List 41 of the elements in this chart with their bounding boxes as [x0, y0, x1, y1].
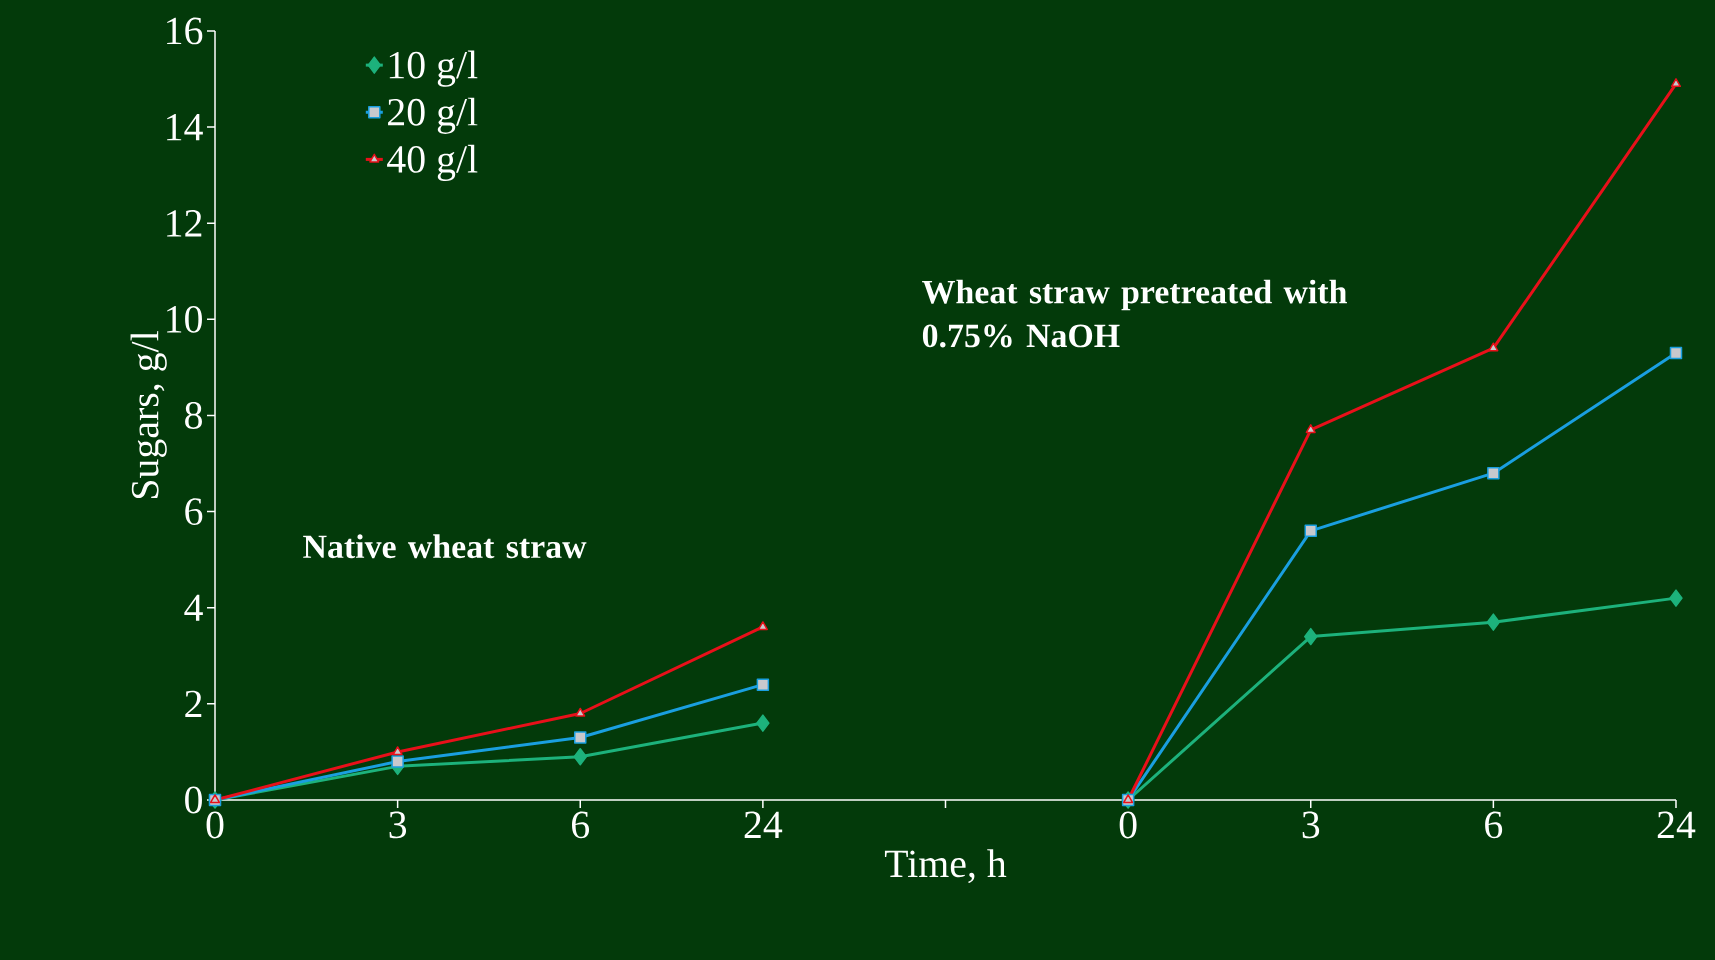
point — [1669, 589, 1683, 607]
x-tick-label: 0 — [206, 811, 224, 839]
y-tick-label: 6 — [185, 498, 203, 526]
annotation: Native wheat straw — [303, 534, 587, 559]
point — [1486, 613, 1501, 631]
y-tick-label: 12 — [167, 210, 202, 237]
point — [1305, 424, 1316, 434]
point — [756, 678, 770, 691]
y-tick-label: 4 — [184, 594, 203, 621]
x-tick-label: 0 — [1119, 811, 1137, 839]
point — [1488, 342, 1499, 352]
y-tick-label: 14 — [167, 113, 203, 141]
point — [573, 747, 587, 766]
y-tick-label: 8 — [185, 402, 202, 429]
y-tick-label: 16 — [167, 17, 203, 45]
point — [391, 755, 404, 768]
point — [1304, 627, 1318, 646]
x-axis-title: Time, h — [884, 849, 1007, 884]
x-tick-label: 3 — [1302, 811, 1320, 839]
x-tick-label: 24 — [744, 811, 783, 838]
y-tick-label: 10 — [167, 305, 202, 333]
annotation: Wheat straw pretreated with 0.75% NaOH — [922, 279, 1347, 348]
point — [574, 731, 587, 744]
point — [1670, 78, 1682, 88]
point — [1487, 466, 1500, 480]
point — [757, 621, 768, 631]
x-tick-label: 6 — [572, 811, 590, 839]
legend-label: 40 g/l — [387, 144, 478, 182]
y-tick-label: 2 — [185, 690, 202, 718]
legend-label: 10 g/l — [389, 50, 478, 87]
point — [1669, 346, 1683, 360]
y-tick-label: 0 — [185, 786, 202, 814]
point — [756, 714, 770, 732]
x-tick-label: 24 — [1657, 811, 1696, 838]
legend-label: 20 g/l — [388, 97, 478, 134]
point — [392, 746, 403, 756]
y-axis-title: Sugars, g/l — [130, 331, 167, 499]
point — [1304, 524, 1317, 538]
x-tick-label: 3 — [389, 811, 407, 839]
x-tick-label: 6 — [1485, 811, 1503, 839]
point — [575, 707, 586, 717]
